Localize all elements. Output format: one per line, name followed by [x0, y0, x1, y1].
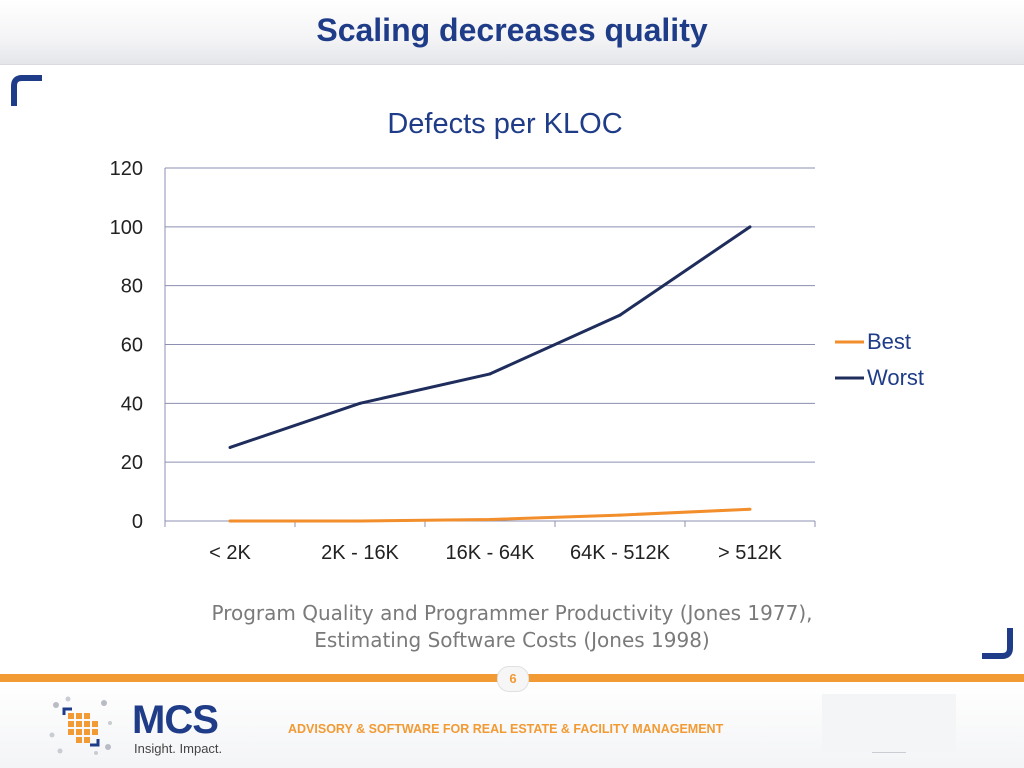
x-tick-label: 16K - 64K [446, 542, 536, 564]
y-tick-label: 40 [121, 393, 143, 415]
corner-bracket-top-left [11, 75, 42, 106]
mcs-logo-icon [49, 696, 112, 755]
data-point-best [748, 507, 752, 511]
chart-svg: Defects per KLOC 0 20 40 60 80 100 120 < 2K 2K -… [110, 108, 924, 564]
y-tick-label: 60 [121, 335, 143, 357]
page-number: 6 [497, 666, 529, 692]
data-point-best [228, 519, 232, 523]
logo-name: MCS [132, 698, 219, 742]
header-band [0, 0, 1024, 65]
data-point-best [488, 518, 492, 522]
x-tick-label: 2K - 16K [321, 542, 399, 564]
corner-bracket-bottom-right [982, 628, 1013, 659]
slide-title: Scaling decreases quality [316, 12, 708, 48]
caption-line-1: Program Quality and Programmer Productiv… [211, 601, 813, 625]
y-tick-label: 100 [110, 217, 143, 239]
data-point-worst [358, 401, 362, 405]
data-point-worst [228, 445, 232, 449]
y-tick-label: 0 [132, 511, 143, 533]
y-tick-label: 20 [121, 452, 143, 474]
data-point-best [618, 513, 622, 517]
legend-label-worst: Worst [867, 365, 924, 390]
chart-title: Defects per KLOC [387, 108, 622, 140]
footer-divider [872, 752, 906, 753]
y-tick-label: 120 [110, 158, 143, 180]
x-tick-label: > 512K [718, 542, 783, 564]
data-point-worst [618, 313, 622, 317]
caption-line-2: Estimating Software Costs (Jones 1998) [314, 628, 710, 652]
logo-tagline: Insight. Impact. [134, 741, 223, 756]
y-tick-label: 80 [121, 276, 143, 298]
x-tick-label: 64K - 512K [570, 542, 671, 564]
data-point-worst [488, 372, 492, 376]
data-point-worst [748, 225, 752, 229]
footer-image-placeholder [822, 694, 956, 752]
company-tagline: ADVISORY & SOFTWARE FOR REAL ESTATE & FA… [288, 722, 724, 736]
chart: Defects per KLOC 0 20 40 60 80 100 120 < 2K 2K -… [0, 70, 1024, 590]
source-caption: Program Quality and Programmer Productiv… [0, 600, 1024, 654]
x-tick-label: < 2K [209, 542, 251, 564]
series-line-worst [229, 225, 751, 449]
legend-label-best: Best [867, 329, 911, 354]
data-point-best [358, 519, 362, 523]
